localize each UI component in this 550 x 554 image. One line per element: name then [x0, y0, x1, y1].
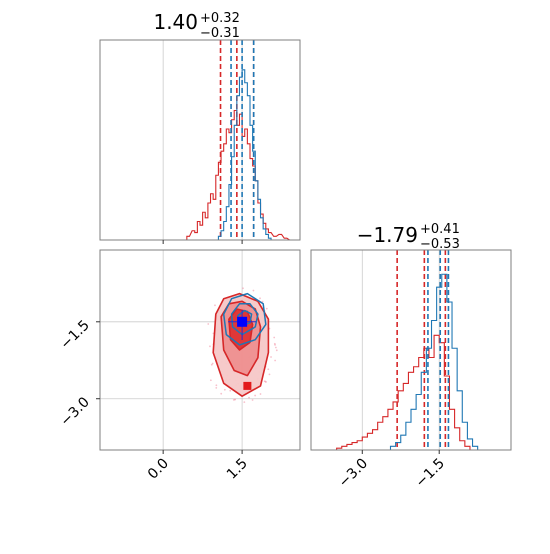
sample-point — [220, 392, 223, 395]
sample-point — [209, 379, 212, 382]
histogram-p2-series-1 — [389, 273, 483, 451]
panel-bottom-right-frame — [310, 249, 512, 451]
sample-point — [268, 373, 271, 376]
panel-bottom-left-frame — [99, 249, 301, 451]
sample-point — [251, 399, 254, 401]
sample-point — [248, 396, 250, 399]
sample-point — [274, 359, 277, 362]
sample-point — [270, 356, 272, 358]
sample-point — [267, 368, 270, 371]
sample-point — [209, 345, 211, 348]
sample-point — [242, 287, 244, 290]
panel-top-left-frame — [99, 39, 301, 241]
sample-point — [210, 363, 213, 366]
tick-label-x-param-1-1: 1.5 — [224, 456, 251, 483]
tick-label-x-param-2-0: −3.0 — [336, 456, 371, 491]
sample-point — [207, 323, 210, 325]
sample-point — [274, 346, 277, 349]
tick-label-x-param-1-0: 0.0 — [145, 456, 172, 483]
sample-point — [263, 380, 266, 383]
title-param-2-minus: −0.53 — [420, 237, 460, 252]
sample-point — [215, 387, 218, 389]
title-param-1: 1.40 — [153, 10, 198, 34]
tick-label-y-param-2-1: −1.5 — [57, 317, 92, 352]
histogram-p1-series-0 — [186, 109, 293, 241]
sample-point — [215, 384, 218, 387]
contour-series-1-level-1 — [230, 303, 259, 336]
histogram-p1-series-1 — [217, 69, 274, 241]
sample-point — [234, 398, 236, 401]
sample-point — [223, 388, 226, 391]
sample-point — [259, 297, 261, 300]
title-param-2-plus: +0.41 — [420, 222, 460, 237]
title-param-1-plus: +0.32 — [200, 11, 240, 26]
sample-point — [265, 307, 268, 310]
sample-point — [211, 362, 214, 365]
tick-label-x-param-2-1: −1.5 — [413, 456, 448, 491]
sample-point — [273, 342, 276, 345]
title-param-1-minus: −0.31 — [200, 26, 240, 41]
title-param-2: −1.79 — [357, 223, 418, 247]
truth-marker-red — [243, 381, 252, 390]
truth-marker-blue — [237, 316, 248, 327]
sample-point — [243, 401, 246, 403]
tick-label-y-param-2-0: −3.0 — [57, 394, 92, 429]
sample-point — [273, 336, 276, 339]
sample-point — [214, 304, 216, 307]
sample-point — [259, 393, 262, 395]
sample-point — [261, 300, 264, 303]
sample-point — [252, 289, 255, 292]
panel-top-left-bg — [100, 40, 300, 240]
sample-point — [229, 389, 232, 392]
sample-point — [254, 394, 257, 397]
sample-point — [275, 349, 278, 352]
panel-bottom-left-bg — [100, 250, 300, 450]
histogram-p2-series-0 — [336, 334, 476, 451]
contour-series-1-level-0 — [222, 292, 267, 346]
